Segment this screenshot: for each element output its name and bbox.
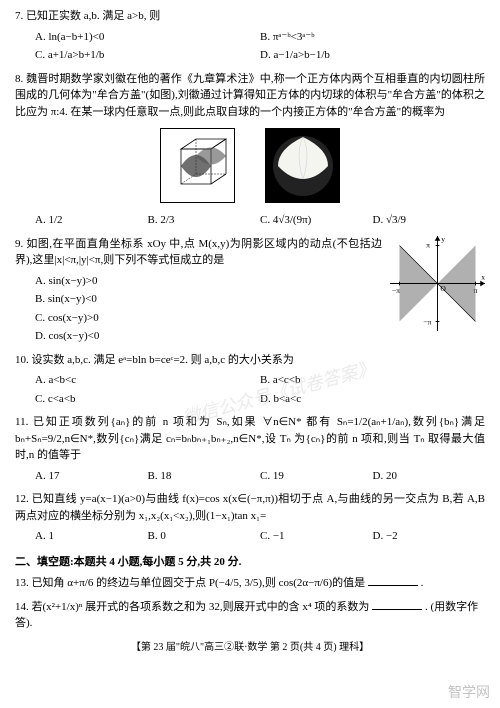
q9-optB: B. sin(x−y)<0 [35,290,382,309]
q8-optC: C. 4√3/(9π) [260,211,373,230]
q11-optB: B. 18 [148,467,261,486]
q7-optA: A. ln(a−b+1)<0 [35,28,260,47]
q8-options: A. 1/2 B. 2/3 C. 4√3/(9π) D. √3/9 [15,211,485,230]
q12-optD: D. −2 [373,527,486,546]
page-footer: 【第 23 届"皖八"高三②联·数学 第 2 页(共 4 页) 理科】 [15,640,485,655]
q12-optB: B. 0 [148,527,261,546]
cube-diagram [160,128,235,203]
q8-optB: B. 2/3 [148,211,261,230]
problem-8: 8. 魏晋时期数学家刘徽在他的著作《九章算术注》中,称一个正方体内两个互相垂直的… [15,71,485,230]
section-2-title: 二、填空题:本题共 4 小题,每小题 5 分,共 20 分. [15,554,485,571]
q9-coordinate-chart: x y O π −π π −π [390,236,485,331]
svg-text:y: y [441,236,445,244]
q11-options: A. 17 B. 18 C. 19 D. 20 [15,467,485,486]
svg-text:π: π [474,286,478,295]
q9-stem: 9. 如图,在平面直角坐标系 xOy 中,点 M(x,y)为阴影区域内的动点(不… [15,236,382,269]
q11-optD: D. 20 [373,467,486,486]
q10-stem: 10. 设实数 a,b,c. 满足 eᵃ=bln b=ceᶜ=2. 则 a,b,… [15,352,485,369]
svg-text:π: π [426,240,430,249]
q11-optA: A. 17 [35,467,148,486]
q9-optC: C. cos(x−y)>0 [35,309,382,328]
problem-9: 9. 如图,在平面直角坐标系 xOy 中,点 M(x,y)为阴影区域内的动点(不… [15,236,485,346]
q9-options: A. sin(x−y)>0 B. sin(x−y)<0 C. cos(x−y)>… [15,272,382,346]
q8-optA: A. 1/2 [35,211,148,230]
problem-7: 7. 已知正实数 a,b. 满足 a>b, 则 A. ln(a−b+1)<0 B… [15,8,485,65]
watermark-site: 智学网 [448,682,490,703]
q9-optA: A. sin(x−y)>0 [35,272,382,291]
q12-stem: 12. 已知直线 y=a(x−1)(a>0)与曲线 f(x)=cos x(x∈(… [15,491,485,524]
q8-optD: D. √3/9 [373,211,486,230]
q14-stem-before: 14. 若(x²+1/x)ⁿ 展开式的各项系数之和为 32,则展开式中的含 x⁴… [15,601,369,613]
q10-optA: A. a<b<c [35,371,260,390]
sphere-diagram [265,128,340,203]
q13-stem-before: 13. 已知角 α+π/6 的终边与单位圆交于点 P(−4/5, 3/5),则 … [15,577,365,589]
svg-text:O: O [440,284,446,293]
q7-options: A. ln(a−b+1)<0 B. πᵃ⁻ᵇ<3ᵃ⁻ᵇ C. a+1/a>b+1… [15,28,485,65]
q12-optA: A. 1 [35,527,148,546]
q7-optD: D. a−1/a>b−1/b [260,46,485,65]
problem-13: 13. 已知角 α+π/6 的终边与单位圆交于点 P(−4/5, 3/5),则 … [15,574,485,592]
problem-11: 11. 已知正项数列{aₙ}的前 n 项和为 Sₙ,如果 ∀n∈N* 都有 Sₙ… [15,414,485,485]
q7-stem: 7. 已知正实数 a,b. 满足 a>b, 则 [15,8,485,25]
q9-optD: D. cos(x−y)<0 [35,327,382,346]
q11-optC: C. 19 [260,467,373,486]
q11-stem: 11. 已知正项数列{aₙ}的前 n 项和为 Sₙ,如果 ∀n∈N* 都有 Sₙ… [15,414,485,464]
q8-figures [15,128,485,203]
problem-12: 12. 已知直线 y=a(x−1)(a>0)与曲线 f(x)=cos x(x∈(… [15,491,485,546]
q14-blank [372,598,422,610]
problem-14: 14. 若(x²+1/x)ⁿ 展开式的各项系数之和为 32,则展开式中的含 x⁴… [15,598,485,632]
q7-optC: C. a+1/a>b+1/b [35,46,260,65]
svg-text:−π: −π [423,317,431,326]
q12-optC: C. −1 [260,527,373,546]
q8-stem: 8. 魏晋时期数学家刘徽在他的著作《九章算术注》中,称一个正方体内两个互相垂直的… [15,71,485,121]
q13-blank [368,574,418,586]
q7-optB: B. πᵃ⁻ᵇ<3ᵃ⁻ᵇ [260,28,485,47]
q12-options: A. 1 B. 0 C. −1 D. −2 [15,527,485,546]
q13-stem-after: . [421,577,424,589]
svg-text:x: x [481,272,485,281]
svg-text:−π: −π [392,286,400,295]
